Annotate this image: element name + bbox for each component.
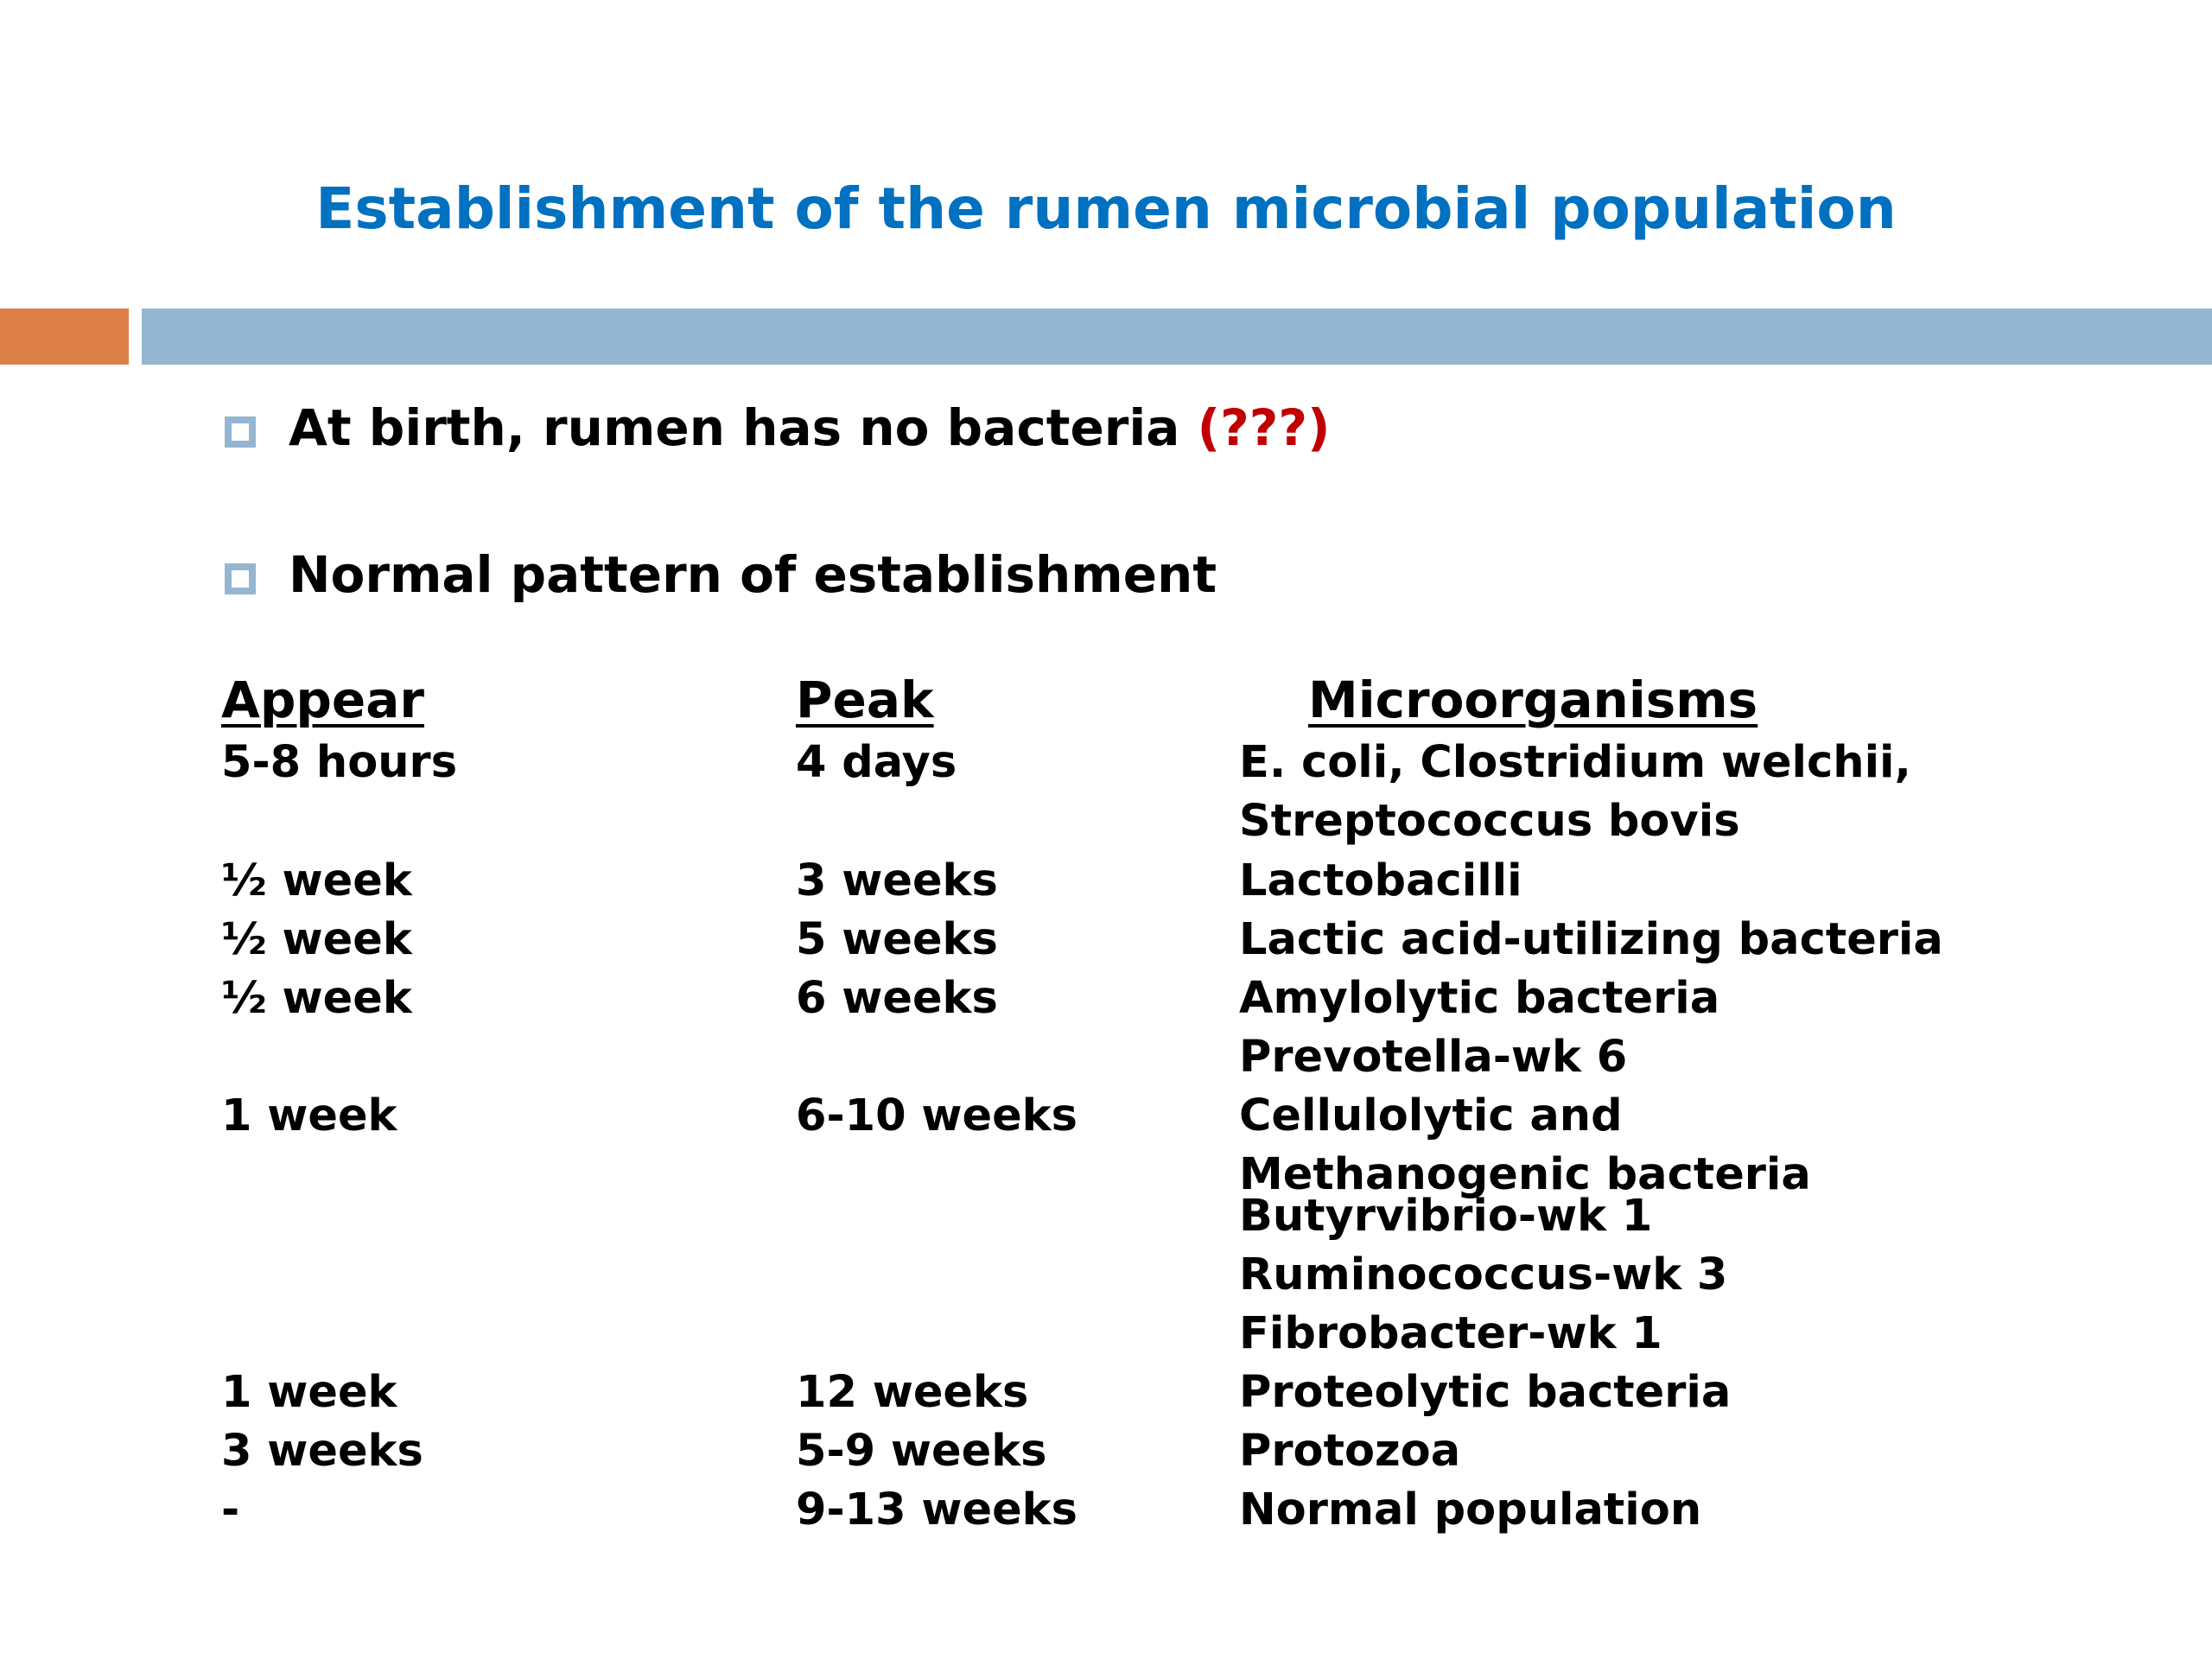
peak-cell: 3 weeks — [796, 855, 998, 906]
appear-cell: 5-8 hours — [221, 737, 458, 788]
column-header-appear: Appear — [221, 671, 425, 729]
square-bullet-icon — [225, 563, 256, 594]
bullet-highlight: (???) — [1197, 398, 1331, 457]
microorganism-cell: Lactobacilli — [1239, 855, 1522, 906]
appear-cell: 1 week — [221, 1367, 397, 1418]
microorganism-cell: Streptococcus bovis — [1239, 796, 1740, 847]
bullet-text: Normal pattern of establishment — [289, 545, 1217, 604]
microorganism-cell: Ruminococcus-wk 3 — [1239, 1249, 1728, 1300]
square-bullet-icon — [225, 416, 256, 448]
microorganism-cell: Butyrvibrio-wk 1 — [1239, 1191, 1653, 1242]
microorganism-cell: Normal population — [1239, 1484, 1702, 1535]
microorganism-cell: Lactic acid-utilizing bacteria — [1239, 914, 1943, 965]
peak-cell: 5 weeks — [796, 914, 998, 965]
microorganism-cell: Methanogenic bacteria — [1239, 1149, 1811, 1200]
peak-cell: 9-13 weeks — [796, 1484, 1077, 1535]
appear-cell: ½ week — [221, 855, 412, 906]
peak-cell: 12 weeks — [796, 1367, 1029, 1418]
appear-cell: 3 weeks — [221, 1426, 423, 1477]
microorganism-cell: Prevotella-wk 6 — [1239, 1032, 1628, 1083]
microorganism-cell: Protozoa — [1239, 1426, 1461, 1477]
peak-cell: 4 days — [796, 737, 957, 788]
microorganism-cell: Amylolytic bacteria — [1239, 973, 1720, 1024]
peak-cell: 6-10 weeks — [796, 1090, 1077, 1141]
accent-bar-blue — [142, 308, 2212, 365]
appear-cell: 1 week — [221, 1090, 397, 1141]
slide-title: Establishment of the rumen microbial pop… — [315, 175, 1897, 242]
peak-cell: 6 weeks — [796, 973, 998, 1024]
appear-cell: ½ week — [221, 973, 412, 1024]
microorganism-cell: Cellulolytic and — [1239, 1090, 1623, 1141]
column-header-peak: Peak — [796, 671, 934, 729]
microorganism-cell: E. coli, Clostridium welchii, — [1239, 737, 1911, 788]
bullet-text: At birth, rumen has no bacteria — [289, 398, 1198, 457]
appear-cell: ½ week — [221, 914, 412, 965]
accent-bar-orange — [0, 308, 129, 365]
peak-cell: 5-9 weeks — [796, 1426, 1047, 1477]
column-header-microorganisms: Microorganisms — [1308, 671, 1758, 729]
appear-cell: - — [221, 1484, 240, 1535]
microorganism-cell: Fibrobacter-wk 1 — [1239, 1308, 1662, 1359]
microorganism-cell: Proteolytic bacteria — [1239, 1367, 1732, 1418]
